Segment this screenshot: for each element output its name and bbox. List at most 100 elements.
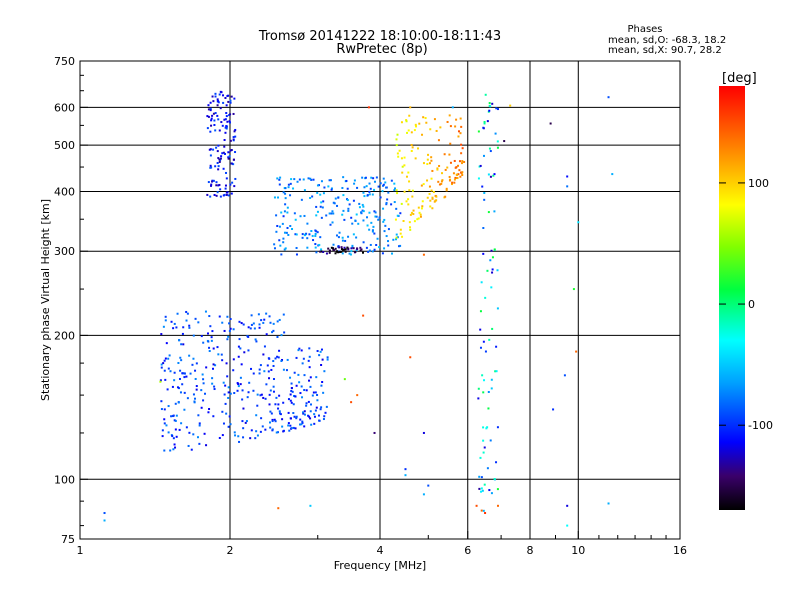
- data-point: [303, 189, 306, 192]
- data-point: [457, 135, 460, 138]
- x-axis-ticks: 1 2 4 6 8 10 16: [77, 531, 687, 557]
- data-point: [249, 437, 252, 440]
- data-point: [179, 391, 182, 394]
- data-point: [229, 99, 232, 102]
- data-point: [437, 139, 440, 142]
- data-point: [449, 142, 452, 145]
- data-point: [268, 315, 271, 318]
- data-point: [232, 136, 235, 139]
- data-point: [178, 339, 181, 342]
- data-point: [218, 93, 221, 96]
- data-point: [303, 389, 306, 392]
- data-point: [301, 236, 304, 239]
- data-point: [429, 205, 432, 208]
- data-point: [383, 230, 386, 233]
- data-point: [362, 241, 365, 244]
- data-point: [343, 378, 346, 381]
- data-point: [195, 385, 198, 388]
- data-point: [183, 376, 186, 379]
- data-point: [293, 394, 296, 397]
- data-point: [396, 152, 399, 155]
- data-point: [176, 312, 179, 315]
- data-point: [163, 418, 166, 421]
- data-point: [385, 201, 388, 204]
- data-point: [219, 195, 222, 198]
- data-point: [315, 205, 318, 208]
- data-point: [295, 384, 298, 387]
- data-point: [486, 467, 489, 470]
- data-point: [226, 338, 229, 341]
- data-point: [209, 325, 212, 328]
- data-point: [177, 401, 180, 404]
- data-point: [368, 249, 371, 252]
- data-point: [371, 193, 374, 196]
- data-point: [284, 192, 287, 195]
- data-point: [431, 207, 434, 210]
- data-point: [374, 215, 377, 218]
- data-point: [215, 194, 218, 197]
- data-point: [408, 114, 411, 117]
- data-point: [272, 322, 275, 325]
- data-point: [167, 367, 170, 370]
- data-point: [299, 215, 302, 218]
- data-point: [210, 119, 213, 122]
- data-point: [358, 202, 361, 205]
- data-point: [224, 184, 227, 187]
- data-point: [403, 190, 406, 193]
- data-point: [378, 216, 381, 219]
- data-point: [377, 185, 380, 188]
- data-point: [225, 412, 228, 415]
- data-point: [309, 177, 312, 180]
- data-point: [202, 341, 205, 344]
- data-point: [175, 435, 178, 438]
- data-point: [355, 249, 358, 252]
- data-point: [384, 224, 387, 227]
- data-point: [213, 123, 216, 126]
- data-point: [258, 323, 261, 326]
- data-point: [330, 187, 333, 190]
- data-point: [391, 252, 394, 255]
- data-point: [174, 419, 177, 422]
- data-point: [278, 410, 281, 413]
- data-point: [164, 319, 167, 322]
- data-point: [161, 429, 164, 432]
- data-point: [224, 152, 227, 155]
- data-point: [270, 412, 273, 415]
- data-point: [320, 216, 323, 219]
- data-point: [314, 409, 317, 412]
- data-point: [496, 269, 499, 272]
- data-point: [183, 372, 186, 375]
- data-point: [431, 196, 434, 199]
- data-point: [188, 431, 191, 434]
- data-point: [490, 387, 493, 390]
- data-point: [412, 213, 415, 216]
- data-point: [232, 138, 235, 141]
- data-point: [208, 350, 211, 353]
- data-point: [256, 393, 259, 396]
- data-point: [217, 100, 220, 103]
- x-tick-label: 8: [527, 544, 534, 557]
- data-point: [491, 256, 494, 259]
- data-point: [482, 154, 485, 157]
- data-point: [384, 181, 387, 184]
- data-point: [260, 393, 263, 396]
- data-point: [282, 313, 285, 316]
- data-point: [448, 153, 451, 156]
- data-point: [328, 179, 331, 182]
- data-point: [275, 396, 278, 399]
- y-tick-label: 400: [54, 185, 75, 198]
- data-point: [216, 191, 219, 194]
- data-point: [407, 171, 410, 174]
- data-point: [242, 323, 245, 326]
- data-point: [424, 117, 427, 120]
- data-point: [214, 95, 217, 98]
- data-point: [307, 359, 310, 362]
- data-point: [479, 164, 482, 167]
- data-point: [163, 359, 166, 362]
- data-point: [441, 172, 444, 175]
- data-point: [311, 195, 314, 198]
- data-point: [495, 345, 498, 348]
- data-point: [224, 402, 227, 405]
- colorbar-ticks: 100 0 -100: [719, 177, 773, 432]
- data-point: [370, 176, 373, 179]
